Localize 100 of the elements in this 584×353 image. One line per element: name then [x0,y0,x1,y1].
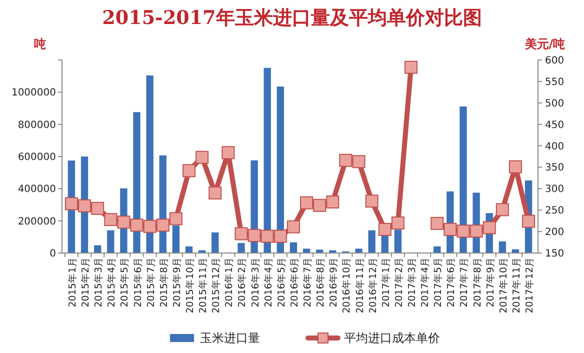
point [456,224,470,238]
y2-tick-label: 450 [545,120,564,131]
y2-tick-label: 200 [545,227,564,238]
bar [498,241,506,253]
y2-tick-label: 400 [545,141,564,152]
legend-label: 玉米进口量 [200,331,260,346]
bar [172,225,180,253]
x-tick-label: 2015年5月 [118,257,131,308]
x-tick-label: 2015年7月 [144,257,157,308]
point [522,214,536,228]
x-tick-label: 2015年4月 [106,257,118,308]
point [482,221,496,234]
y-tick-label: 200000 [18,216,56,228]
point [496,203,509,216]
bar [394,230,402,253]
point [300,196,314,210]
x-tick-label: 2017年5月 [432,257,444,308]
point [286,220,300,234]
x-tick-label: 2017年4月 [419,257,432,308]
point [248,228,261,242]
x-tick-label: 2016年11月 [354,257,366,314]
x-tick-label: 2016年6月 [288,257,300,308]
point [470,224,483,238]
y2-tick-label: 300 [545,184,564,196]
x-tick-label: 2015年12月 [210,257,222,314]
x-tick-label: 2015年3月 [92,257,105,308]
bar [368,230,376,253]
x-tick-label: 2015年2月 [80,257,92,308]
x-tick-label: 2016年12月 [366,257,379,314]
y2-tick-label: 550 [545,76,564,88]
bar [355,248,362,253]
point [313,198,326,212]
point [378,222,392,236]
bar [290,242,298,253]
y2-tick-label: 500 [545,98,564,110]
y-tick-label: 1000000 [11,88,56,99]
y-tick-label: 0 [50,248,56,260]
x-tick-label: 2016年4月 [262,257,274,308]
x-tick-label: 2015年6月 [132,257,144,308]
x-tick-label: 2016年7月 [302,257,314,308]
point [260,230,274,243]
y-tick-label: 400000 [18,184,56,196]
x-tick-label: 2017年7月 [458,257,470,308]
point [508,160,522,174]
point [430,216,444,230]
point [169,212,182,226]
y2-tick-label: 250 [545,206,564,217]
y2-tick-label: 600 [545,56,564,66]
x-tick-label: 2015年10月 [184,257,196,314]
x-tick-label: 2017年1月 [380,257,392,308]
bar [460,106,467,253]
x-tick-label: 2017年12月 [524,257,536,314]
point [222,146,235,160]
bar [146,75,154,253]
x-tick-label: 2017年11月 [510,257,522,314]
x-tick-label: 2016年9月 [328,257,340,308]
y-tick-label: 800000 [18,120,56,131]
x-tick-label: 2016年5月 [275,257,288,308]
x-tick-label: 2017年3月 [406,257,418,308]
bar [238,243,245,253]
point [352,155,366,168]
x-tick-label: 2015年1月 [66,257,78,308]
chart-title: 2015-2017年玉米进口量及平均单价对比图 [102,7,482,29]
y2-tick-label: 150 [545,248,564,260]
bar [302,248,310,253]
x-tick-label: 2015年8月 [158,257,170,308]
x-tick-label: 2017年2月 [392,257,405,308]
x-tick-label: 2017年10月 [497,257,510,314]
point [196,150,209,164]
point [64,197,78,210]
x-tick-label: 2017年6月 [445,257,458,308]
point [326,195,340,208]
point [182,164,196,178]
y2-axis-title: 美元/吨 [524,37,566,51]
x-tick-label: 2016年10月 [340,257,353,314]
point [78,199,92,212]
x-tick-label: 2016年2月 [236,257,248,308]
x-tick-label: 2016年1月 [223,257,236,308]
y-axis-title: 吨 [34,37,46,51]
point [91,202,104,215]
bar [212,232,219,253]
point [444,222,457,236]
x-tick-label: 2017年9月 [484,257,496,308]
point [208,186,222,200]
point [391,216,404,230]
x-tick-label: 2017年8月 [471,257,484,308]
bar [107,230,114,253]
point [104,213,118,226]
point [156,218,170,232]
point [117,216,130,229]
point [404,60,418,74]
point [234,227,248,240]
point [339,154,352,167]
x-tick-label: 2015年11月 [197,257,210,314]
x-tick-label: 2016年3月 [249,257,262,308]
x-tick-label: 2016年8月 [314,257,327,308]
point [365,194,378,208]
point [143,220,156,233]
legend-label: 平均进口成本单价 [344,331,440,346]
y2-tick-label: 350 [545,162,564,174]
